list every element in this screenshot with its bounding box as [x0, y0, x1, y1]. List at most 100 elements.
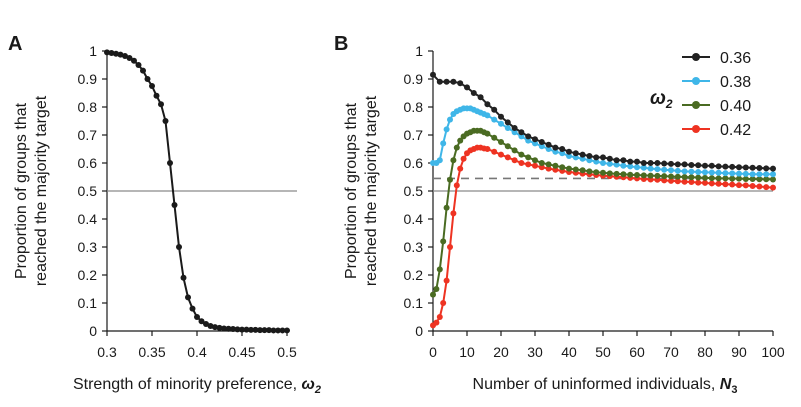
data-point [504, 154, 511, 161]
data-point [661, 160, 668, 167]
data-point [586, 157, 593, 164]
data-point [436, 314, 443, 320]
data-point [702, 162, 708, 169]
data-point [640, 160, 647, 166]
data-point [729, 175, 736, 182]
data-point [606, 155, 613, 162]
data-point [436, 157, 443, 164]
data-point [674, 161, 681, 168]
data-point [749, 182, 756, 189]
data-point [552, 148, 559, 155]
data-point [668, 167, 674, 174]
data-point [504, 119, 511, 126]
data-point [538, 143, 545, 150]
panel-b-y-tick-label: 0.8 [404, 99, 424, 115]
data-point [234, 326, 241, 333]
data-point [498, 113, 504, 120]
panel-b-y-tick-label: 0.2 [404, 267, 424, 283]
data-point [627, 171, 634, 178]
legend-item-0.42: 0.42 [682, 122, 751, 139]
panel-a-x-tick-label: 0.5 [277, 344, 297, 360]
panel-a-x-tick-label: 0.35 [138, 344, 165, 360]
data-point [545, 141, 552, 148]
panel-b-series-0.40 [430, 127, 776, 298]
panel-a-x-tick-label: 0.45 [228, 344, 255, 360]
data-point [433, 319, 440, 326]
data-point [532, 136, 538, 143]
data-point [695, 168, 702, 175]
data-point [198, 318, 205, 325]
data-point [440, 238, 447, 245]
data-point [756, 165, 763, 172]
data-point [749, 164, 756, 171]
data-point [460, 155, 467, 162]
data-point [447, 244, 453, 250]
panel-b-y-tick-label: 0.5 [404, 183, 424, 199]
data-point [453, 144, 460, 151]
panel-b-ylabel-line1: Proportion of groups that [343, 102, 360, 279]
data-point [620, 171, 627, 178]
data-point [647, 172, 654, 179]
panel-a: A Proportion of groups that reached the … [8, 33, 321, 396]
data-point [498, 139, 504, 145]
data-point [504, 143, 511, 150]
data-point [126, 55, 133, 61]
data-point [545, 165, 552, 172]
data-point [579, 151, 586, 158]
data-point [613, 161, 620, 168]
data-point [167, 160, 173, 166]
data-point [708, 162, 715, 169]
data-point [162, 118, 169, 124]
data-point [443, 277, 450, 284]
data-point [552, 162, 559, 169]
data-point [518, 129, 525, 136]
panel-b-x-tick-label: 50 [595, 344, 611, 360]
data-point [688, 168, 695, 175]
data-point [113, 50, 119, 57]
data-point [552, 144, 559, 151]
panel-a-y-tick-label: 1 [89, 43, 97, 59]
data-point [440, 300, 447, 306]
data-point [176, 244, 182, 250]
legend-swatch-marker [692, 53, 700, 61]
panel-b-series-0.38 [430, 105, 776, 178]
legend-item-0.36: 0.36 [682, 50, 751, 67]
panel-b-letter: B [334, 33, 348, 55]
legend-title-symbol: ω [650, 88, 666, 109]
data-point [447, 176, 453, 183]
panel-b-xlabel-text: Number of uninformed individuals, [473, 376, 720, 393]
panel-b-ylabel-line2: reached the majority target [363, 95, 380, 286]
panel-a-ylabel-line2: reached the majority target [33, 95, 50, 286]
data-point [484, 112, 491, 119]
data-point [518, 133, 525, 140]
data-point [450, 78, 457, 85]
data-point [484, 146, 491, 152]
panel-a-ylabel-line1: Proportion of groups that [13, 102, 30, 279]
data-point [756, 176, 763, 183]
panel-b-y-tick-label: 0.1 [404, 295, 424, 311]
data-point [634, 158, 640, 165]
panel-a-xlabel-symbol: ω [302, 376, 315, 393]
data-point [538, 164, 545, 171]
data-point [203, 321, 209, 327]
data-point [729, 181, 736, 188]
panel-b-y-ticks: 0 0.1 0.2 0.3 0.4 0.5 0.6 0.7 0.8 0.9 1 [404, 43, 434, 339]
data-point [545, 161, 552, 168]
data-point [257, 327, 263, 334]
panel-b-x-tick-label: 60 [629, 344, 645, 360]
data-point [453, 182, 460, 189]
data-point [715, 180, 722, 187]
data-point [702, 174, 708, 181]
data-point [742, 164, 749, 171]
data-point [593, 154, 600, 161]
data-point [770, 184, 776, 191]
data-point [230, 326, 236, 333]
data-point [661, 173, 668, 180]
data-point [511, 147, 518, 154]
panel-b-y-tick-label: 0 [415, 323, 423, 339]
panel-b-y-tick-label: 0.7 [404, 127, 424, 143]
data-point [566, 153, 572, 159]
data-point [443, 78, 450, 85]
panel-b-x-tick-label: 0 [429, 344, 437, 360]
panel-a-y-tick-label: 0.4 [78, 211, 98, 227]
